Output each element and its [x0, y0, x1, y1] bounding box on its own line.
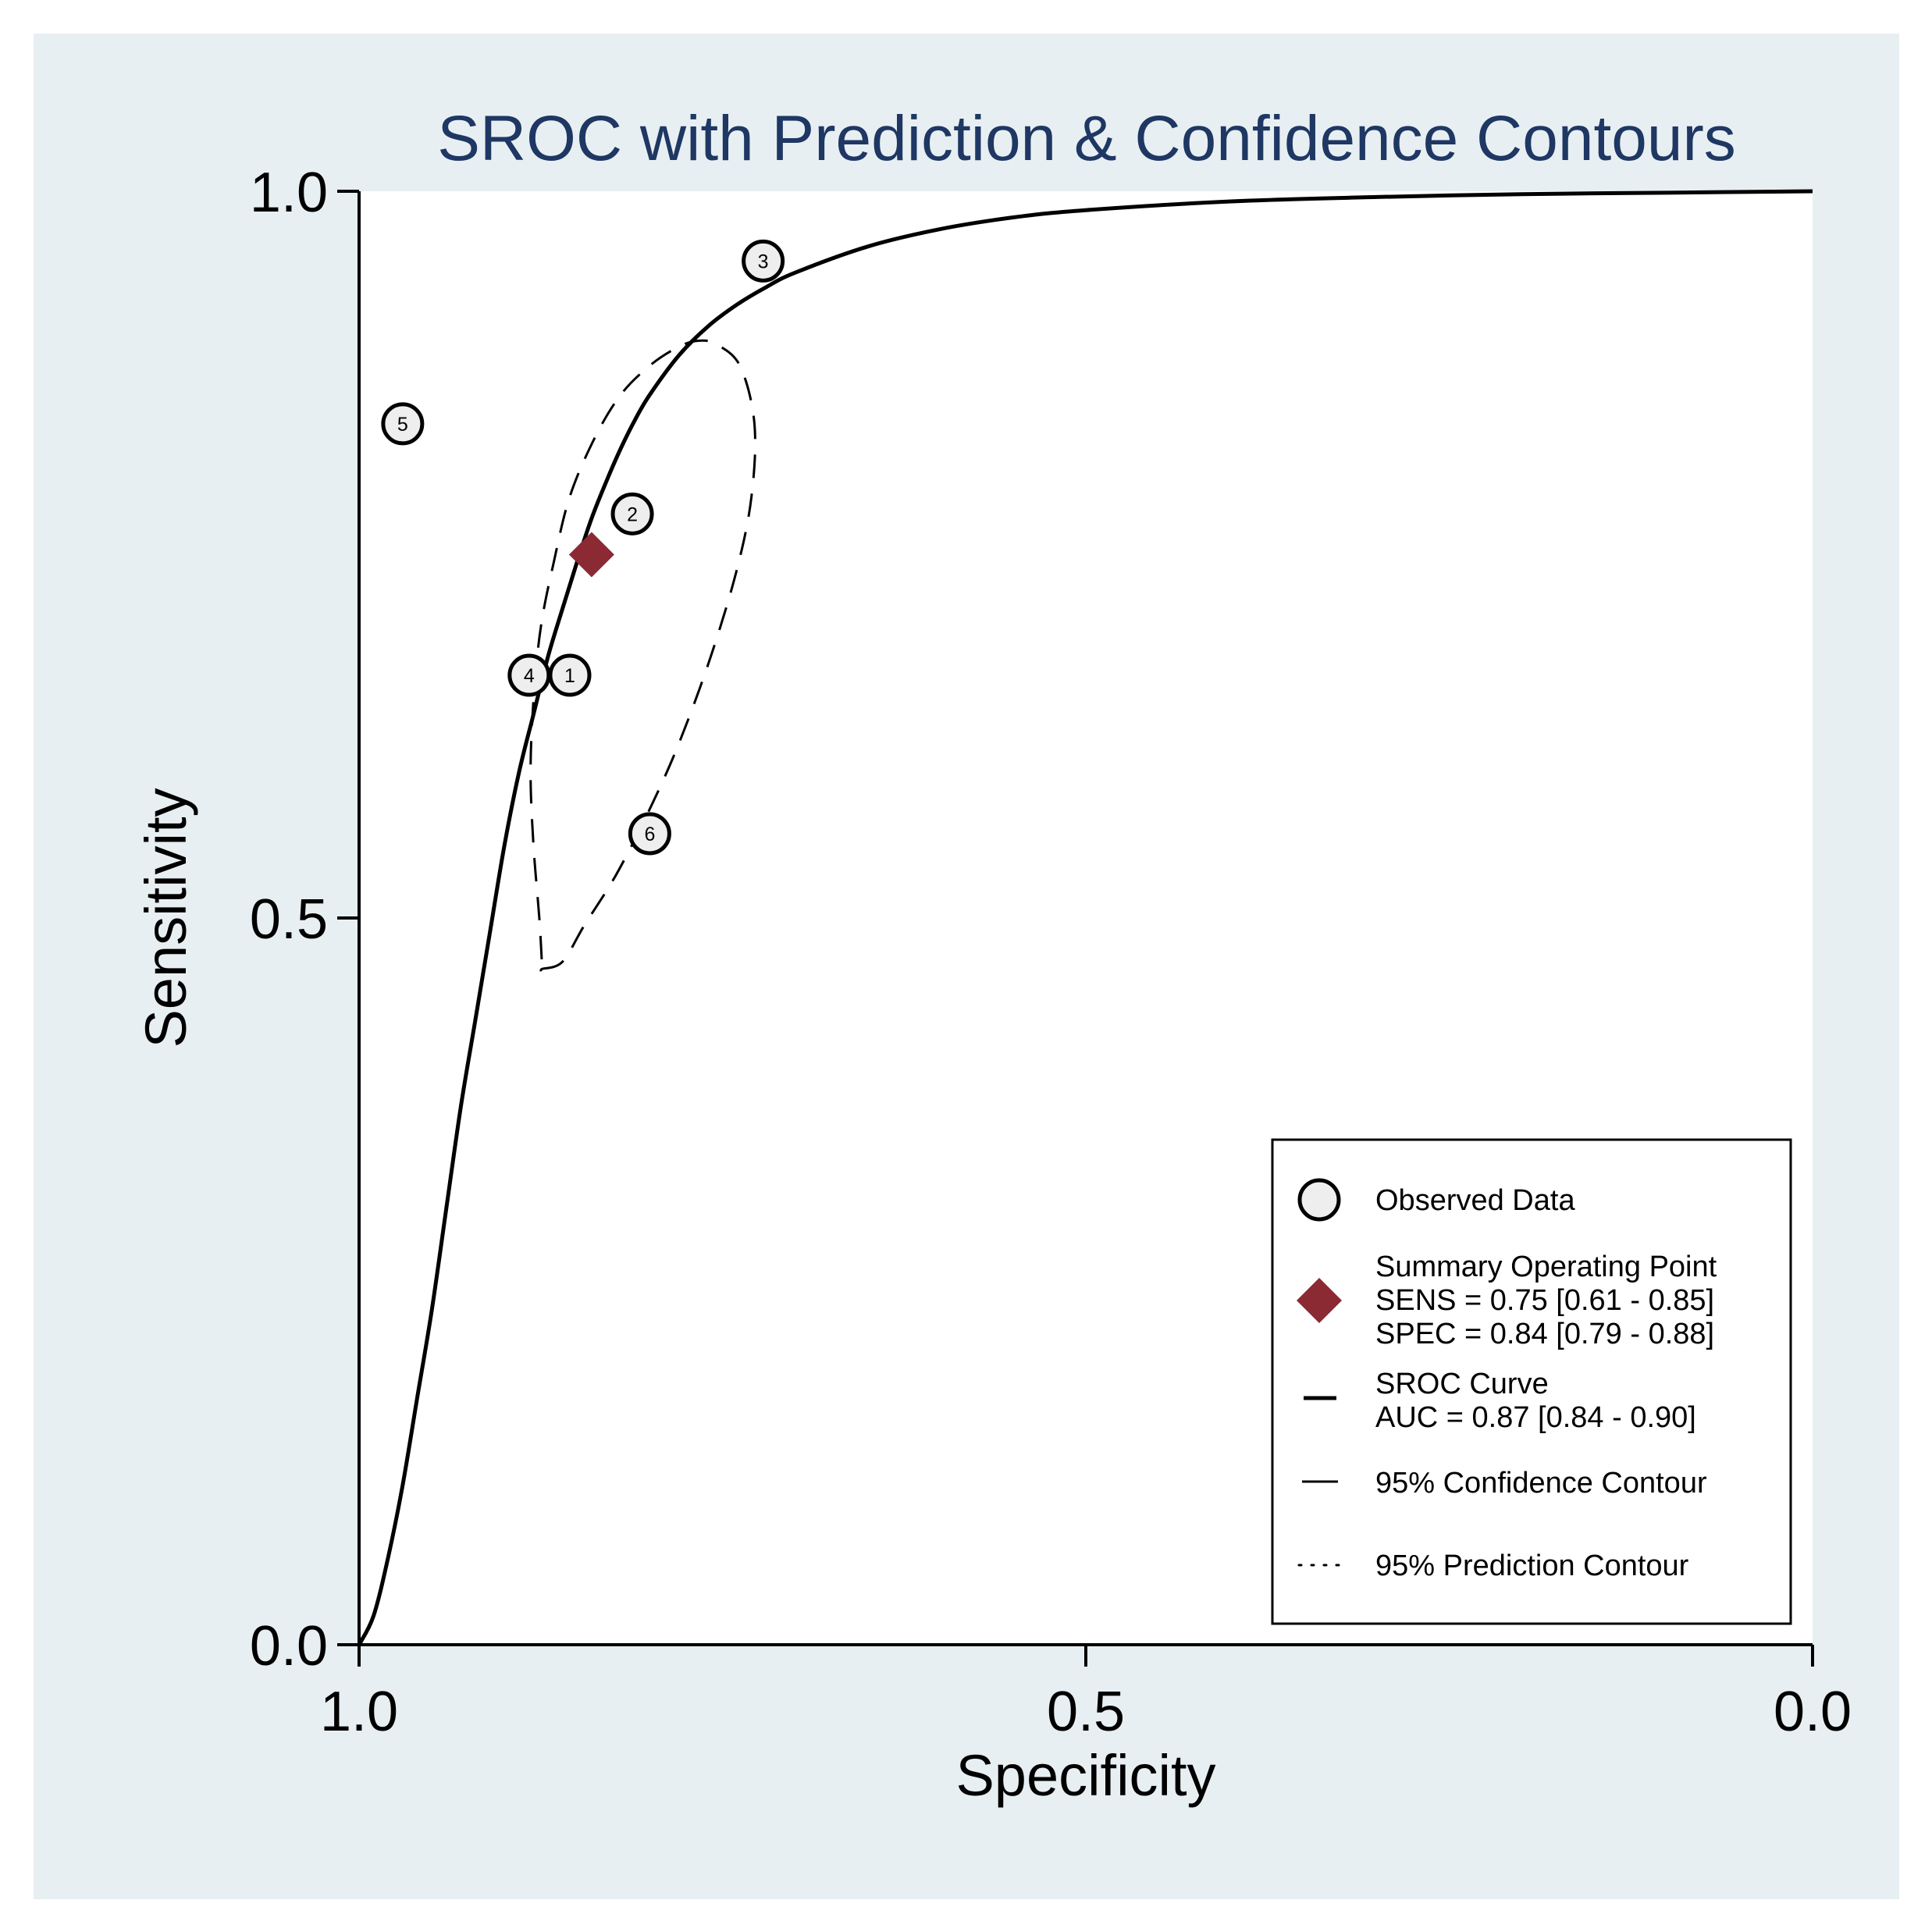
summary-operating-point — [568, 532, 614, 578]
observed-point-6: 6 — [628, 812, 671, 856]
observed-point-1: 1 — [548, 653, 592, 697]
tick-labels: 1.0 0.5 0.0 0.0 0.5 1.0 — [250, 162, 1852, 1743]
observed-point-label: 2 — [627, 503, 638, 525]
legend-box — [1271, 1138, 1792, 1625]
observed-point-5: 5 — [381, 402, 425, 446]
legend-prediction-label: 95% Prediction Contour — [1375, 1550, 1689, 1582]
y-tick-label-2: 1.0 — [250, 162, 328, 224]
observed-point-marker — [610, 492, 654, 535]
legend-summary-spec: SPEC = 0.84 [0.79 - 0.88] — [1375, 1318, 1714, 1350]
observed-data-points: 1 2 3 4 5 6 — [381, 239, 785, 856]
y-tick-label-1: 0.5 — [250, 888, 328, 951]
observed-point-marker — [381, 402, 425, 446]
legend-observed-symbol — [1297, 1178, 1341, 1222]
observed-point-label: 6 — [644, 824, 655, 845]
confidence-contour — [529, 339, 756, 974]
observed-point-marker — [507, 653, 551, 697]
observed-point-3: 3 — [742, 239, 785, 283]
observed-point-label: 4 — [524, 665, 535, 687]
observed-point-marker — [628, 812, 671, 856]
observed-point-label: 5 — [397, 414, 408, 436]
legend-sroc-auc: AUC = 0.87 [0.84 - 0.90] — [1375, 1401, 1696, 1434]
y-axis-label: Sensitivity — [133, 788, 198, 1048]
observed-point-label: 1 — [564, 665, 575, 687]
observed-point-2: 2 — [610, 492, 654, 535]
legend-summary-symbol — [1297, 1278, 1342, 1323]
x-axis-label: Specificity — [955, 1743, 1215, 1808]
observed-point-4: 4 — [507, 653, 551, 697]
observed-point-label: 3 — [758, 251, 769, 272]
y-tick-label-0: 0.0 — [250, 1615, 328, 1678]
x-tick-label-2: 0.0 — [1774, 1681, 1852, 1743]
tick-marks — [337, 190, 1814, 1667]
observed-point-marker — [742, 239, 785, 283]
legend-sroc-label: SROC Curve — [1375, 1368, 1549, 1400]
sroc-curve — [357, 189, 1813, 1646]
x-tick-label-0: 1.0 — [320, 1681, 398, 1743]
legend-summary-label: Summary Operating Point — [1375, 1251, 1717, 1283]
x-tick-label-1: 0.5 — [1047, 1681, 1125, 1743]
legend-summary-sens: SENS = 0.75 [0.61 - 0.85] — [1375, 1284, 1714, 1317]
legend: Observed Data Summary Operating Point SE… — [1271, 1138, 1792, 1625]
legend-confidence-label: 95% Confidence Contour — [1375, 1467, 1707, 1500]
legend-observed-label: Observed Data — [1375, 1184, 1575, 1217]
chart-title: SROC with Prediction & Confidence Contou… — [437, 103, 1736, 174]
